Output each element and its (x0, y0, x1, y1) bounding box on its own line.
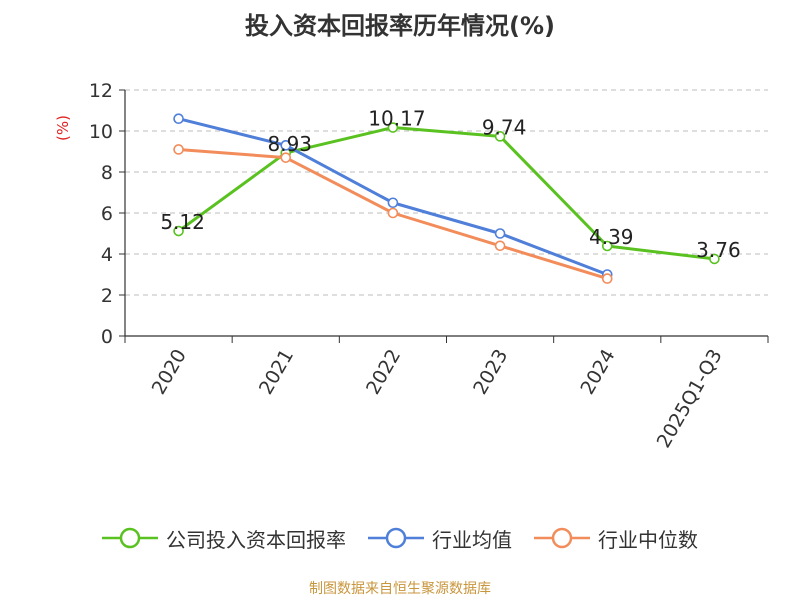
y-tick-label: 0 (101, 326, 113, 348)
y-tick-label: 2 (101, 285, 113, 307)
chart-title: 投入资本回报率历年情况(%) (245, 12, 555, 40)
x-tick-label: 2024 (576, 346, 619, 399)
data-labels: 5.12 8.93 10.17 9.74 4.39 3.76 (160, 107, 740, 262)
y-tick-label: 8 (101, 162, 113, 184)
grid-lines (125, 89, 768, 296)
data-point (601, 240, 613, 252)
data-label: 9.74 (482, 115, 527, 139)
data-point (173, 144, 184, 155)
data-point (494, 228, 506, 239)
data-point (601, 273, 613, 284)
y-tick-label: 10 (89, 121, 113, 143)
data-label: 8.93 (267, 132, 312, 156)
y-axis-label: (%) (54, 115, 72, 141)
y-tick-label: 12 (89, 80, 113, 102)
legend-swatch (534, 527, 590, 549)
x-tick-label: 2020 (148, 346, 191, 399)
data-point (494, 240, 506, 252)
y-tick-label: 6 (101, 203, 113, 225)
legend-item[interactable]: 公司投入资本回报率 (102, 524, 346, 553)
data-point (173, 113, 184, 124)
series-line-0 (177, 126, 715, 261)
data-point (173, 225, 184, 237)
data-point (494, 131, 506, 142)
legend-item[interactable]: 行业中位数 (534, 524, 698, 553)
legend-swatch-marker (551, 527, 573, 549)
legend-swatch-marker (385, 527, 407, 549)
data-point (709, 253, 720, 265)
y-tick-label: 4 (101, 244, 113, 266)
legend: 公司投入资本回报率 行业均值 行业中位数 (0, 520, 800, 556)
data-point (387, 122, 399, 133)
axes: 0 2 4 6 8 10 12 2020 2021 2022 2023 2024 2025Q1-Q3 (89, 80, 769, 452)
data-label: 3.76 (696, 238, 741, 262)
legend-swatch (368, 527, 424, 549)
data-point (280, 140, 292, 151)
data-point (280, 152, 292, 163)
legend-label: 行业中位数 (598, 527, 698, 552)
data-label: 5.12 (160, 210, 205, 234)
legend-swatch (102, 527, 158, 549)
series-line-1 (178, 117, 608, 276)
data-point (387, 197, 399, 209)
series (173, 113, 720, 284)
legend-label: 公司投入资本回报率 (166, 527, 346, 552)
x-tick-label: 2025Q1-Q3 (653, 346, 727, 452)
legend-item[interactable]: 行业均值 (368, 524, 512, 553)
legend-swatch-marker (119, 527, 141, 549)
x-tick-label: 2022 (362, 346, 405, 399)
data-label: 4.39 (589, 225, 634, 249)
x-tick-label: 2023 (469, 346, 512, 399)
source-note: 制图数据来自恒生聚源数据库 (309, 581, 491, 597)
data-label: 10.17 (368, 107, 425, 131)
data-point (387, 207, 399, 219)
x-tick-label: 2021 (255, 346, 298, 399)
legend-label: 行业均值 (432, 527, 512, 552)
